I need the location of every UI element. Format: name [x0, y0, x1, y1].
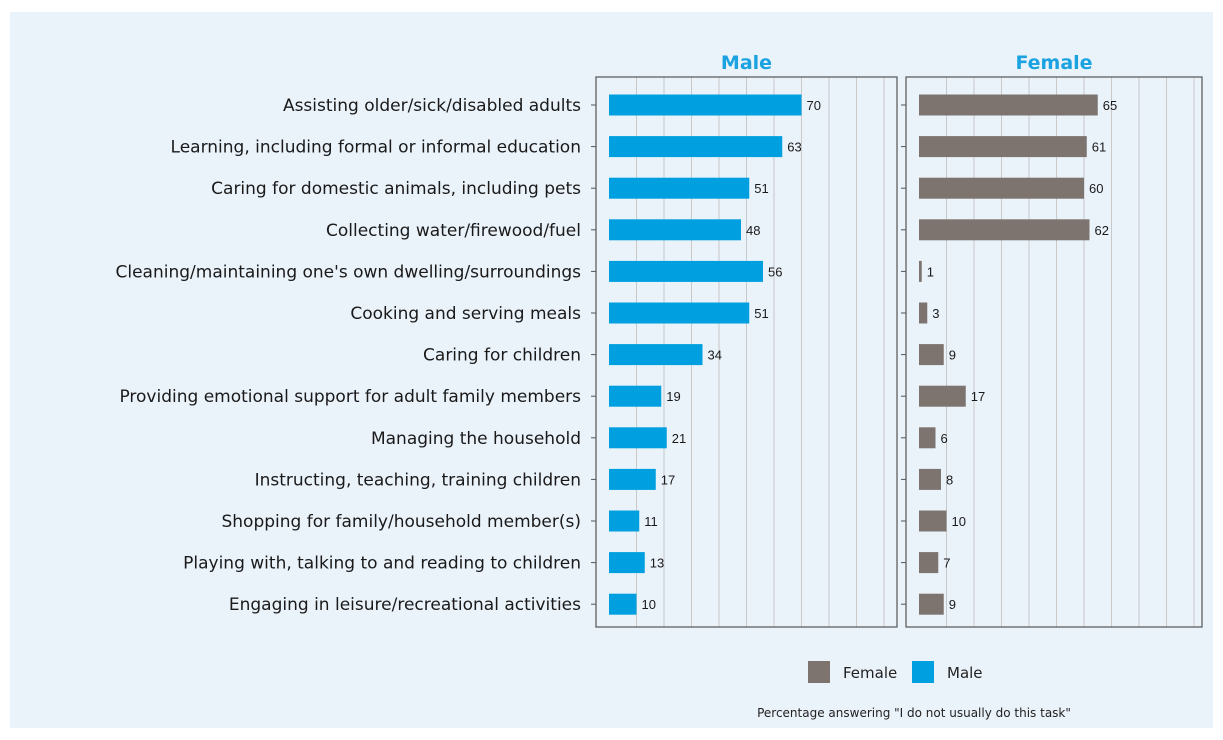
category-label: Cleaning/maintaining one's own dwelling/… [116, 262, 582, 282]
bar-male [609, 260, 763, 282]
data-label-female: 61 [1092, 140, 1106, 155]
data-label-male: 63 [787, 140, 801, 155]
gridlines [636, 77, 1195, 627]
bar-female [919, 510, 947, 532]
data-label-female: 62 [1095, 223, 1109, 238]
bar-male [609, 385, 662, 407]
data-label-female: 8 [946, 472, 953, 487]
data-label-male: 17 [661, 472, 675, 487]
legend-swatch-male [912, 661, 934, 683]
bar-female [919, 344, 944, 366]
data-label-female: 9 [949, 348, 956, 363]
legend-label-male: Male [947, 664, 983, 682]
chart-caption: Percentage answering "I do not usually d… [757, 706, 1071, 720]
data-label-female: 6 [941, 431, 948, 446]
category-label: Instructing, teaching, training children [255, 470, 581, 490]
bar-male [609, 344, 703, 366]
bar-female [919, 427, 936, 449]
bar-female [919, 260, 922, 282]
data-label-female: 65 [1103, 98, 1117, 113]
bar-female [919, 552, 939, 574]
labels: Male70635148565134192117111310Female6561… [116, 52, 1118, 615]
bar-female [919, 177, 1084, 199]
category-label: Assisting older/sick/disabled adults [283, 96, 581, 116]
data-label-female: 7 [943, 556, 950, 571]
data-label-female: 10 [952, 514, 966, 529]
data-label-male: 48 [746, 223, 760, 238]
chart-background [10, 12, 1213, 728]
bar-male [609, 94, 802, 116]
bar-male [609, 552, 645, 574]
category-label: Managing the household [371, 429, 581, 449]
bar-female [919, 136, 1087, 158]
panel-frame-male [595, 76, 898, 628]
data-label-male: 11 [644, 514, 658, 529]
data-label-male: 21 [672, 431, 686, 446]
category-label: Caring for domestic animals, including p… [211, 179, 581, 199]
data-label-female: 1 [927, 264, 934, 279]
data-label-male: 56 [768, 264, 782, 279]
bar-male [609, 427, 667, 449]
category-label: Shopping for family/household member(s) [221, 512, 581, 532]
bar-male [609, 302, 750, 324]
bar-male [609, 219, 741, 241]
category-ticks [591, 104, 906, 605]
panel-frames [595, 76, 1203, 628]
category-label: Playing with, talking to and reading to … [183, 554, 581, 574]
bar-male [609, 510, 640, 532]
category-label: Caring for children [423, 346, 581, 366]
data-label-female: 17 [971, 389, 985, 404]
bar-female [919, 219, 1090, 241]
legend: Female Male Percentage answering "I do n… [757, 661, 1071, 720]
bar-female [919, 302, 928, 324]
data-label-male: 51 [754, 181, 768, 196]
bar-female [919, 385, 966, 407]
data-label-female: 3 [932, 306, 939, 321]
data-label-female: 9 [949, 597, 956, 612]
chart-panel: Male 70 63 51 48 56 51 34 19 21 17 11 13 10 Female 65 61… [10, 12, 1213, 728]
data-label-male: 13 [650, 556, 664, 571]
category-label: Collecting water/firewood/fuel [326, 221, 581, 241]
bar-male [609, 468, 656, 490]
chart-svg: Male70635148565134192117111310Female6561… [10, 12, 1213, 728]
bar-female [919, 468, 941, 490]
category-label: Engaging in leisure/recreational activit… [229, 595, 581, 615]
data-label-male: 10 [642, 597, 656, 612]
panel-title-male: Male [721, 52, 772, 74]
legend-swatch-female [808, 661, 830, 683]
data-label-female: 60 [1089, 181, 1103, 196]
data-label-male: 51 [754, 306, 768, 321]
bar-male [609, 136, 783, 158]
data-label-male: 19 [666, 389, 680, 404]
category-label: Providing emotional support for adult fa… [119, 387, 581, 407]
bars [609, 94, 1098, 615]
data-label-male: 70 [807, 98, 821, 113]
bar-male [609, 177, 750, 199]
bar-female [919, 94, 1098, 116]
bar-male [609, 593, 637, 615]
bar-female [919, 593, 944, 615]
legend-label-female: Female [843, 664, 897, 682]
panel-frame-female [905, 76, 1203, 628]
category-label: Cooking and serving meals [350, 304, 581, 324]
panel-title-female: Female [1015, 52, 1092, 74]
category-label: Learning, including formal or informal e… [171, 138, 581, 158]
data-label-male: 34 [708, 348, 722, 363]
